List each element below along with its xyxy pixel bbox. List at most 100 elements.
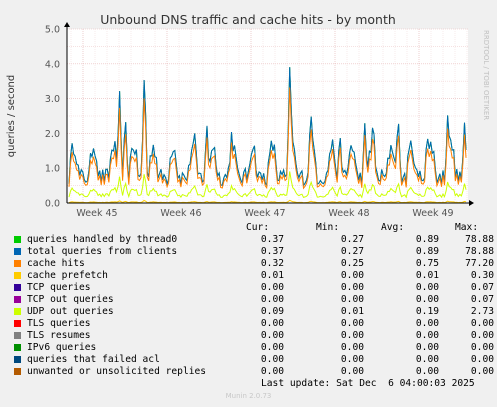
rrdtool-side-label: RRDTOOL / TOBI OETIKER — [482, 30, 490, 120]
series-line — [68, 87, 467, 190]
legend-max: 0.00 — [470, 354, 494, 365]
legend-min: 0.00 — [340, 294, 364, 305]
series-group — [68, 67, 467, 204]
legend-avg: 0.00 — [415, 342, 439, 353]
x-tick-label: Week 49 — [412, 208, 453, 219]
legend-row: unwanted or unsolicited replies 0.00 0.00 0… — [14, 366, 494, 378]
last-update: Last update: Sat Dec 6 04:00:03 2025 — [261, 378, 475, 389]
x-tick-label: Week 48 — [328, 208, 369, 219]
legend-row: TCP out queries 0.00 0.00 0.00 0.07 — [14, 294, 494, 306]
legend-max: 77.20 — [465, 258, 494, 269]
legend-series-name: queries handled by thread0 — [27, 234, 178, 245]
series-line — [68, 199, 467, 204]
legend-cur: 0.00 — [260, 282, 284, 293]
legend-swatch — [14, 272, 21, 279]
y-tick-labels: 0.0 1.0 2.0 3.0 4.0 5.0 — [45, 25, 60, 210]
legend-row: TCP queries 0.00 0.00 0.00 0.07 — [14, 282, 494, 294]
legend-min: 0.00 — [340, 354, 364, 365]
legend-row: total queries from clients 0.37 0.27 0.89 78… — [14, 246, 494, 258]
series-line — [68, 171, 467, 199]
legend-row: TLS queries 0.00 0.00 0.00 0.00 — [14, 318, 494, 330]
legend-series-name: queries that failed acl — [27, 354, 160, 365]
legend-row: cache prefetch 0.01 0.00 0.01 0.30 — [14, 270, 494, 282]
x-tick-labels: Week 45 Week 46 Week 47 Week 48 Week 49 — [76, 208, 453, 219]
legend-header: Cur: Min: Avg: Max: — [14, 222, 494, 234]
legend-avg: 0.19 — [415, 306, 439, 317]
legend-avg: 0.89 — [415, 234, 439, 245]
legend-min: 0.01 — [340, 306, 364, 317]
legend-cur: 0.00 — [260, 294, 284, 305]
legend-header-min: Min: — [316, 222, 340, 233]
legend-swatch — [14, 284, 21, 291]
legend-min: 0.00 — [340, 318, 364, 329]
legend-series-name: IPv6 queries — [27, 342, 97, 353]
legend-avg: 0.00 — [415, 282, 439, 293]
legend-max: 0.00 — [470, 330, 494, 341]
legend-cur: 0.09 — [260, 306, 284, 317]
legend-min: 0.25 — [340, 258, 364, 269]
y-tick-label: 0.0 — [45, 199, 60, 210]
legend-series-name: TCP out queries — [27, 294, 114, 305]
legend-min: 0.27 — [340, 246, 364, 257]
legend-min: 0.00 — [340, 366, 364, 377]
legend-cur: 0.00 — [260, 366, 284, 377]
legend-swatch — [14, 308, 21, 315]
legend-series-name: UDP out queries — [27, 306, 114, 317]
legend-series-name: TLS queries — [27, 318, 91, 329]
axes — [64, 22, 474, 206]
legend-min: 0.00 — [340, 330, 364, 341]
y-axis-label: queries / second — [6, 75, 17, 157]
legend-row: queries handled by thread0 0.37 0.27 0.89 78… — [14, 234, 494, 246]
legend-avg: 0.01 — [415, 270, 439, 281]
legend-cur: 0.32 — [260, 258, 284, 269]
munin-version: Munin 2.0.73 — [225, 392, 272, 400]
legend-header-avg: Avg: — [381, 222, 405, 233]
x-tick-label: Week 47 — [244, 208, 285, 219]
legend-row: IPv6 queries 0.00 0.00 0.00 0.00 — [14, 342, 494, 354]
legend-swatch — [14, 320, 21, 327]
legend-cur: 0.00 — [260, 330, 284, 341]
legend-swatch — [14, 236, 21, 243]
legend-cur: 0.37 — [260, 234, 284, 245]
legend-max: 0.30 — [470, 270, 494, 281]
legend-max: 0.00 — [470, 342, 494, 353]
y-tick-label: 5.0 — [45, 25, 60, 36]
legend-row: cache hits 0.32 0.25 0.75 77.20 — [14, 258, 494, 270]
x-tick-label: Week 45 — [76, 208, 117, 219]
y-axis-arrow — [64, 22, 70, 27]
legend-cur: 0.00 — [260, 342, 284, 353]
legend-cur: 0.00 — [260, 318, 284, 329]
chart-area: Unbound DNS traffic and cache hits - by … — [6, 12, 490, 219]
legend-min: 0.00 — [340, 342, 364, 353]
legend-avg: 0.89 — [415, 246, 439, 257]
legend-min: 0.27 — [340, 234, 364, 245]
legend-swatch — [14, 356, 21, 363]
legend-swatch — [14, 296, 21, 303]
legend-row: UDP out queries 0.09 0.01 0.19 2.73 — [14, 306, 494, 318]
legend-min: 0.00 — [340, 270, 364, 281]
y-tick-label: 3.0 — [45, 94, 60, 105]
legend-series-name: TLS resumes — [27, 330, 91, 341]
legend-cur: 0.01 — [260, 270, 284, 281]
x-tick-label: Week 46 — [160, 208, 201, 219]
legend-max: 0.00 — [470, 318, 494, 329]
y-tick-label: 1.0 — [45, 164, 60, 175]
legend-swatch — [14, 344, 21, 351]
y-tick-label: 2.0 — [45, 129, 60, 140]
legend: Cur: Min: Avg: Max: queries handled by t… — [14, 222, 494, 378]
legend-series-name: cache hits — [27, 258, 85, 269]
legend-header-max: Max: — [455, 222, 479, 233]
legend-max: 2.73 — [470, 306, 494, 317]
legend-row: TLS resumes 0.00 0.00 0.00 0.00 — [14, 330, 494, 342]
legend-series-name: TCP queries — [27, 282, 91, 293]
legend-series-name: cache prefetch — [27, 270, 108, 281]
legend-rows: queries handled by thread0 0.37 0.27 0.89 78… — [14, 234, 494, 378]
legend-series-name: unwanted or unsolicited replies — [27, 366, 207, 377]
x-axis-arrow — [469, 200, 474, 206]
legend-min: 0.00 — [340, 282, 364, 293]
legend-avg: 0.00 — [415, 318, 439, 329]
legend-series-name: total queries from clients — [27, 246, 178, 257]
legend-max: 0.07 — [470, 294, 494, 305]
legend-swatch — [14, 260, 21, 267]
legend-cur: 0.00 — [260, 354, 284, 365]
